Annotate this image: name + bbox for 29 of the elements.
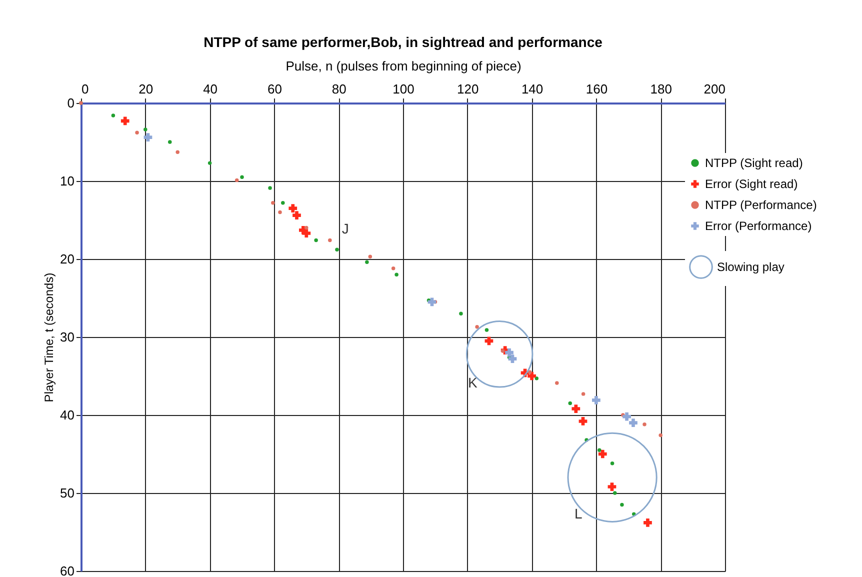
legend-label: Error (Sight read) <box>705 177 798 191</box>
y-tick-label: 40 <box>60 408 74 422</box>
y-tick-label: 0 <box>67 96 74 110</box>
legend-label: NTPP (Performance) <box>705 198 817 212</box>
x-tick-label: 200 <box>704 82 726 96</box>
y-tick-label: 10 <box>60 174 74 188</box>
y-tick-label: 60 <box>60 564 74 577</box>
y-tick-label: 50 <box>60 486 74 500</box>
y-tick-label: 30 <box>60 330 74 344</box>
x-tick-label: 60 <box>267 82 282 96</box>
x-tick-label: 160 <box>586 82 608 96</box>
chart-title: NTPP of same performer,Bob, in sightread and performance <box>204 34 603 50</box>
x-tick-label: 20 <box>138 82 154 96</box>
annotation: K <box>468 374 478 390</box>
annotation: J <box>342 220 349 236</box>
y-tick-label: 20 <box>60 252 74 266</box>
x-tick-label: 120 <box>457 82 479 96</box>
x-tick-label: 100 <box>392 82 414 96</box>
x-tick-label: 180 <box>650 82 672 96</box>
annotation: L <box>574 505 583 522</box>
x-tick-label: 140 <box>521 82 544 96</box>
legend-label: NTPP (Sight read) <box>705 156 803 170</box>
y-axis-title: Player Time, t (seconds) <box>42 272 56 402</box>
x-tick-label: 80 <box>332 82 346 96</box>
x-tick-label: 0 <box>82 82 89 96</box>
x-axis-title: Pulse, n (pulses from beginning of piece) <box>286 58 522 74</box>
legend-label: Slowing play <box>717 260 784 274</box>
legend-label: Error (Performance) <box>705 219 812 233</box>
x-tick-label: 40 <box>203 82 218 96</box>
